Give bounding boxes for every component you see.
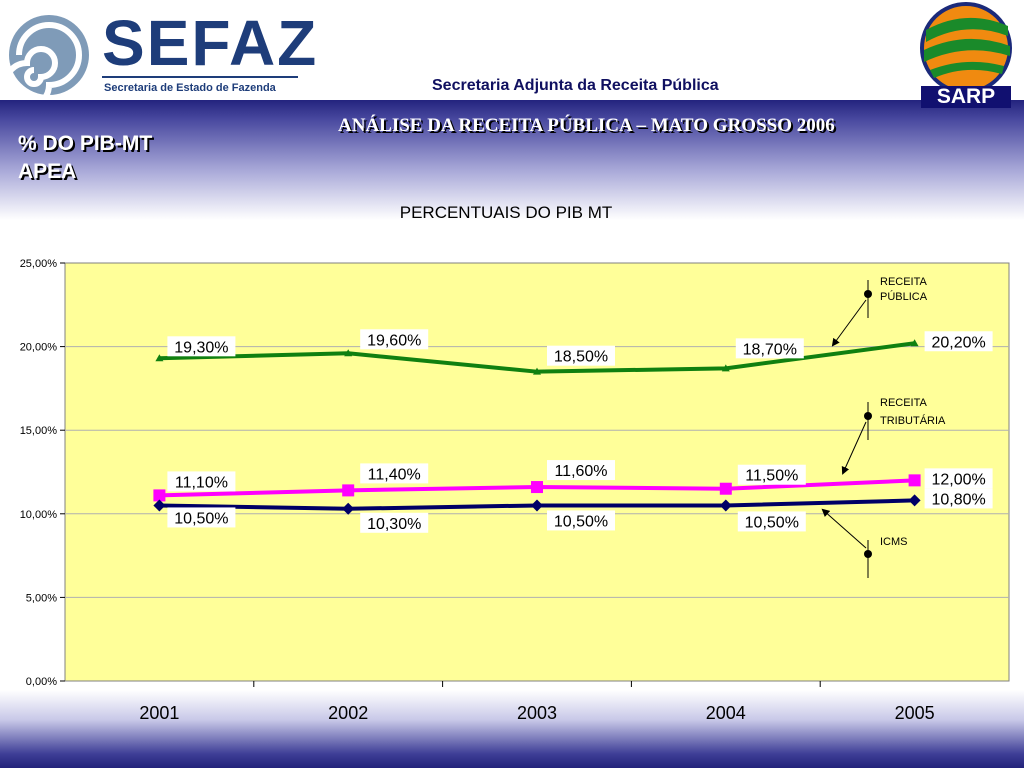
section-title: % DO PIB-MT APEA [18, 130, 152, 186]
header-gradient-band [0, 100, 1024, 220]
data-point [342, 484, 355, 497]
data-label-bg [924, 331, 993, 352]
footer-gradient-band [0, 690, 1024, 768]
chart-title: PERCENTUAIS DO PIB MT [400, 203, 613, 222]
data-label-bg [924, 488, 993, 509]
legend-pin-head [864, 412, 872, 420]
data-label: 10,50% [174, 510, 228, 527]
data-label: 10,50% [745, 514, 799, 531]
x-axis: 2001 2002 2003 2004 2005 [139, 681, 935, 723]
data-point [719, 499, 732, 512]
data-label-bg [737, 511, 806, 532]
y-tick-label: 20,00% [20, 342, 58, 354]
data-point [344, 349, 353, 357]
data-point [533, 367, 541, 375]
data-label: 11,40% [368, 466, 421, 483]
pib-line-chart: PERCENTUAIS DO PIB MT 0,00% 5,00% 10,00% 15… [20, 203, 1010, 723]
legend-arrow [831, 299, 867, 347]
sarp-logo-icon [920, 2, 1012, 90]
data-label-bg [360, 463, 429, 484]
data-label: 12,00% [931, 471, 985, 488]
y-tick-label: 0,00% [26, 676, 57, 688]
legend-pin-head [864, 550, 872, 558]
data-label: 20,20% [931, 334, 985, 351]
legend-label: TRIBUTÁRIA [880, 414, 946, 427]
data-label: 11,60% [554, 463, 607, 480]
data-label-bg [167, 507, 236, 528]
y-axis: 0,00% 5,00% 10,00% 15,00% 20,00% 25,00% [20, 258, 65, 688]
legend-label: RECEITA [880, 276, 928, 288]
data-label-bg [737, 464, 806, 485]
data-label-bg [924, 468, 993, 489]
data-label: 18,70% [743, 341, 797, 358]
data-label: 10,30% [367, 516, 421, 533]
y-tick-label: 10,00% [20, 509, 58, 521]
data-point [153, 499, 166, 512]
data-label: 11,50% [745, 468, 798, 485]
legend-label: PÚBLICA [880, 290, 928, 303]
data-label-bg [167, 336, 236, 357]
data-label-bg [735, 338, 804, 359]
slide-title: ANÁLISE DA RECEITA PÚBLICA – MATO GROSSO… [338, 115, 835, 136]
x-tick-label: 2002 [328, 703, 368, 723]
y-tick-label: 25,00% [20, 258, 58, 270]
section-title-line2: APEA [18, 160, 77, 183]
data-label-bg [547, 460, 615, 481]
data-label-bg [360, 512, 429, 533]
legend-pin-head [864, 290, 872, 298]
x-tick-label: 2001 [139, 703, 179, 723]
data-point [531, 481, 543, 494]
x-tick-label: 2005 [895, 703, 935, 723]
department-name: Secretaria Adjunta da Receita Pública [432, 77, 719, 94]
header: SEFAZ Secretaria de Estado de Fazenda Se… [0, 0, 1024, 108]
data-point [531, 499, 543, 512]
legend-arrow [841, 421, 867, 475]
y-tick-label: 5,00% [26, 592, 57, 604]
data-point [719, 482, 732, 495]
data-label: 18,50% [554, 349, 608, 366]
data-point [721, 364, 730, 372]
data-label-bg [547, 510, 615, 531]
y-tick-label: 15,00% [20, 425, 58, 437]
data-point [153, 489, 166, 502]
data-point [910, 339, 919, 347]
section-title-line1: % DO PIB-MT [18, 132, 153, 155]
x-tick-label: 2004 [706, 703, 746, 723]
legend-callouts: RECEITA PÚBLICA RECEITA TRIBUTÁRIA ICMS [821, 276, 946, 578]
series-layer [153, 339, 921, 515]
data-label-bg [547, 345, 615, 366]
data-point [155, 354, 164, 362]
sefaz-wordmark: SEFAZ [102, 7, 319, 79]
legend-label: RECEITA [880, 397, 928, 409]
data-label-bg [360, 329, 429, 350]
sarp-label: SARP [921, 86, 1011, 108]
data-label-bg [167, 471, 236, 492]
data-labels: 19,30% 19,60% 18,50% 18,70% 20,20% 11,10% 11,4… [167, 329, 993, 533]
data-point [908, 474, 921, 487]
data-point [908, 494, 921, 507]
legend-label: ICMS [880, 536, 908, 548]
sefaz-subtitle: Secretaria de Estado de Fazenda [104, 82, 276, 94]
x-tick-label: 2003 [517, 703, 557, 723]
legend-arrow [821, 508, 867, 549]
data-label: 10,80% [931, 491, 985, 508]
data-label: 11,10% [175, 474, 228, 491]
data-label: 19,60% [367, 332, 421, 349]
sefaz-spiral-icon [5, 15, 89, 98]
data-point [342, 502, 355, 515]
sefaz-divider [102, 76, 298, 78]
data-label: 19,30% [174, 339, 228, 356]
data-label: 10,50% [554, 513, 608, 530]
